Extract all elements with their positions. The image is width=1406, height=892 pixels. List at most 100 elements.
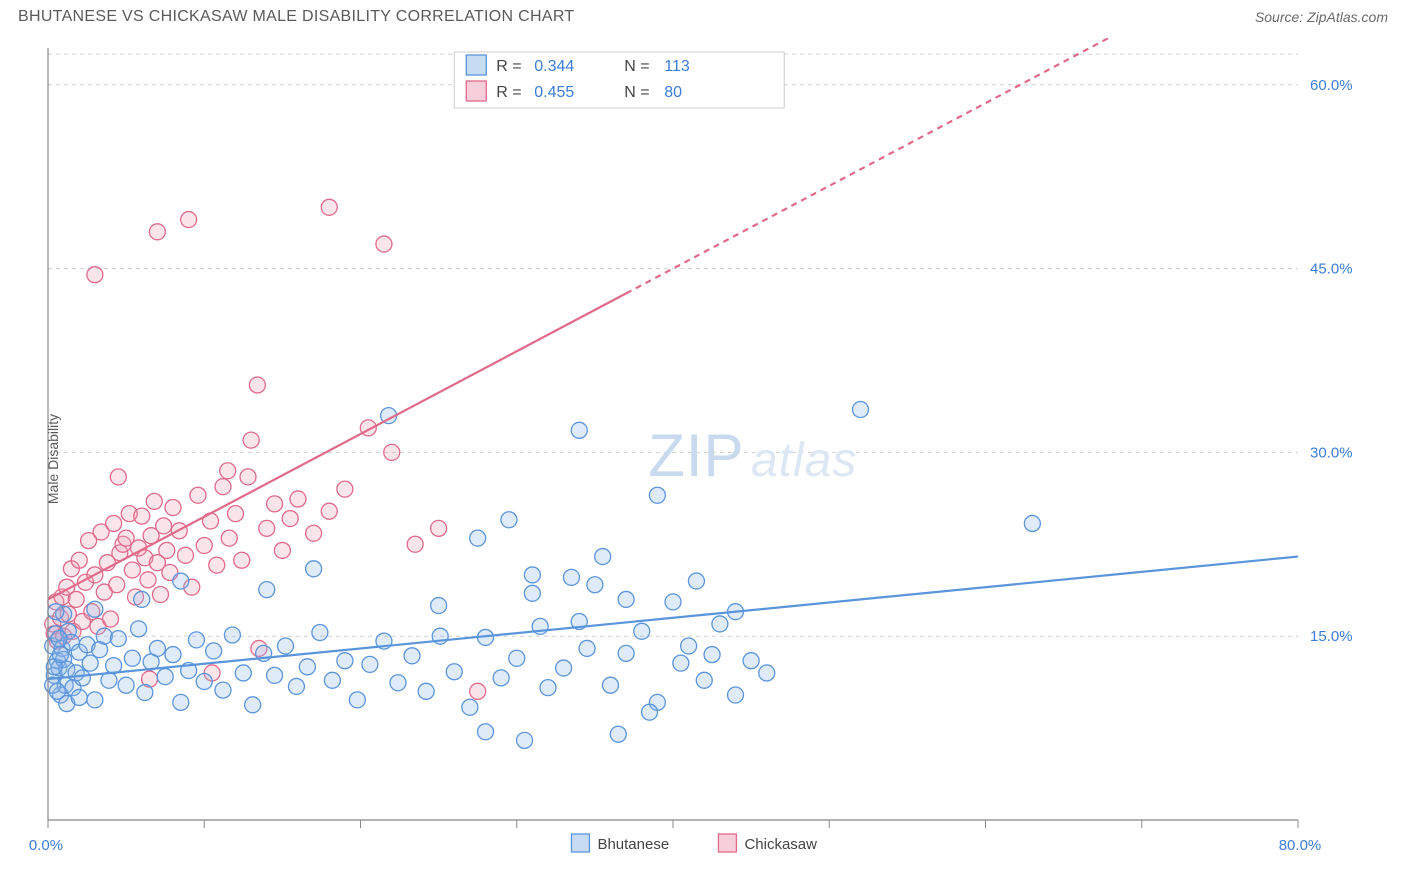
data-point <box>173 573 189 589</box>
data-point <box>524 567 540 583</box>
data-point <box>306 525 322 541</box>
data-point <box>71 689 87 705</box>
y-tick-label: 15.0% <box>1310 628 1353 645</box>
data-point <box>140 572 156 588</box>
y-tick-label: 60.0% <box>1310 77 1353 94</box>
data-point <box>579 640 595 656</box>
data-point <box>165 500 181 516</box>
watermark: atlas <box>751 434 857 487</box>
data-point <box>149 640 165 656</box>
legend-swatch <box>718 834 736 852</box>
data-point <box>321 199 337 215</box>
data-point <box>431 598 447 614</box>
data-point <box>618 645 634 661</box>
legend-label: Bhutanese <box>597 836 669 853</box>
data-point <box>190 487 206 503</box>
data-point <box>634 623 650 639</box>
data-point <box>221 530 237 546</box>
data-point <box>228 506 244 522</box>
data-point <box>243 432 259 448</box>
legend-n-label: N = <box>624 84 649 101</box>
data-point <box>312 625 328 641</box>
data-point <box>267 496 283 512</box>
data-point <box>290 491 306 507</box>
data-point <box>235 665 251 681</box>
data-point <box>234 552 250 568</box>
data-point <box>134 591 150 607</box>
data-point <box>524 585 540 601</box>
legend-n-label: N = <box>624 58 649 75</box>
x-tick-label: 80.0% <box>1279 837 1322 854</box>
data-point <box>509 650 525 666</box>
data-point <box>540 680 556 696</box>
x-tick-label: 0.0% <box>29 837 63 854</box>
data-point <box>470 683 486 699</box>
data-point <box>337 481 353 497</box>
data-point <box>153 587 169 603</box>
legend-n-value: 80 <box>664 84 682 101</box>
data-point <box>696 672 712 688</box>
data-point <box>712 616 728 632</box>
data-point <box>74 670 90 686</box>
data-point <box>245 697 261 713</box>
data-point <box>165 647 181 663</box>
data-point <box>728 687 744 703</box>
data-point <box>688 573 704 589</box>
data-point <box>376 236 392 252</box>
source-attribution: Source: ZipAtlas.com <box>1255 9 1388 25</box>
data-point <box>157 669 173 685</box>
data-point <box>131 621 147 637</box>
data-point <box>517 732 533 748</box>
data-point <box>137 685 153 701</box>
legend-swatch <box>466 81 486 101</box>
data-point <box>306 561 322 577</box>
data-point <box>404 648 420 664</box>
data-point <box>103 611 119 627</box>
legend-r-label: R = <box>496 84 521 101</box>
data-point <box>215 682 231 698</box>
data-point <box>274 542 290 558</box>
data-point <box>68 591 84 607</box>
data-point <box>501 512 517 528</box>
data-point <box>209 557 225 573</box>
data-point <box>82 655 98 671</box>
data-point <box>282 511 298 527</box>
data-point <box>259 520 275 536</box>
data-point <box>124 562 140 578</box>
legend-r-value: 0.455 <box>534 84 574 101</box>
data-point <box>249 377 265 393</box>
data-point <box>149 224 165 240</box>
data-point <box>134 508 150 524</box>
data-point <box>362 656 378 672</box>
data-point <box>681 638 697 654</box>
y-tick-label: 45.0% <box>1310 261 1353 278</box>
data-point <box>159 542 175 558</box>
data-point <box>704 647 720 663</box>
data-point <box>240 469 256 485</box>
data-point <box>173 694 189 710</box>
legend-label: Chickasaw <box>744 836 817 853</box>
data-point <box>109 577 125 593</box>
chart-title: BHUTANESE VS CHICKASAW MALE DISABILITY C… <box>18 8 574 26</box>
data-point <box>215 479 231 495</box>
trend-line <box>48 293 626 599</box>
data-point <box>288 678 304 694</box>
data-point <box>299 659 315 675</box>
y-axis-label: Male Disability <box>45 414 61 504</box>
data-point <box>196 538 212 554</box>
data-point <box>53 647 69 663</box>
legend-n-value: 113 <box>664 58 690 75</box>
data-point <box>470 530 486 546</box>
data-point <box>759 665 775 681</box>
data-point <box>478 724 494 740</box>
data-point <box>337 653 353 669</box>
data-point <box>390 675 406 691</box>
data-point <box>196 674 212 690</box>
data-point <box>595 549 611 565</box>
data-point <box>649 487 665 503</box>
data-point <box>673 655 689 671</box>
data-point <box>384 444 400 460</box>
data-point <box>556 660 572 676</box>
data-point <box>118 677 134 693</box>
legend-swatch <box>466 55 486 75</box>
